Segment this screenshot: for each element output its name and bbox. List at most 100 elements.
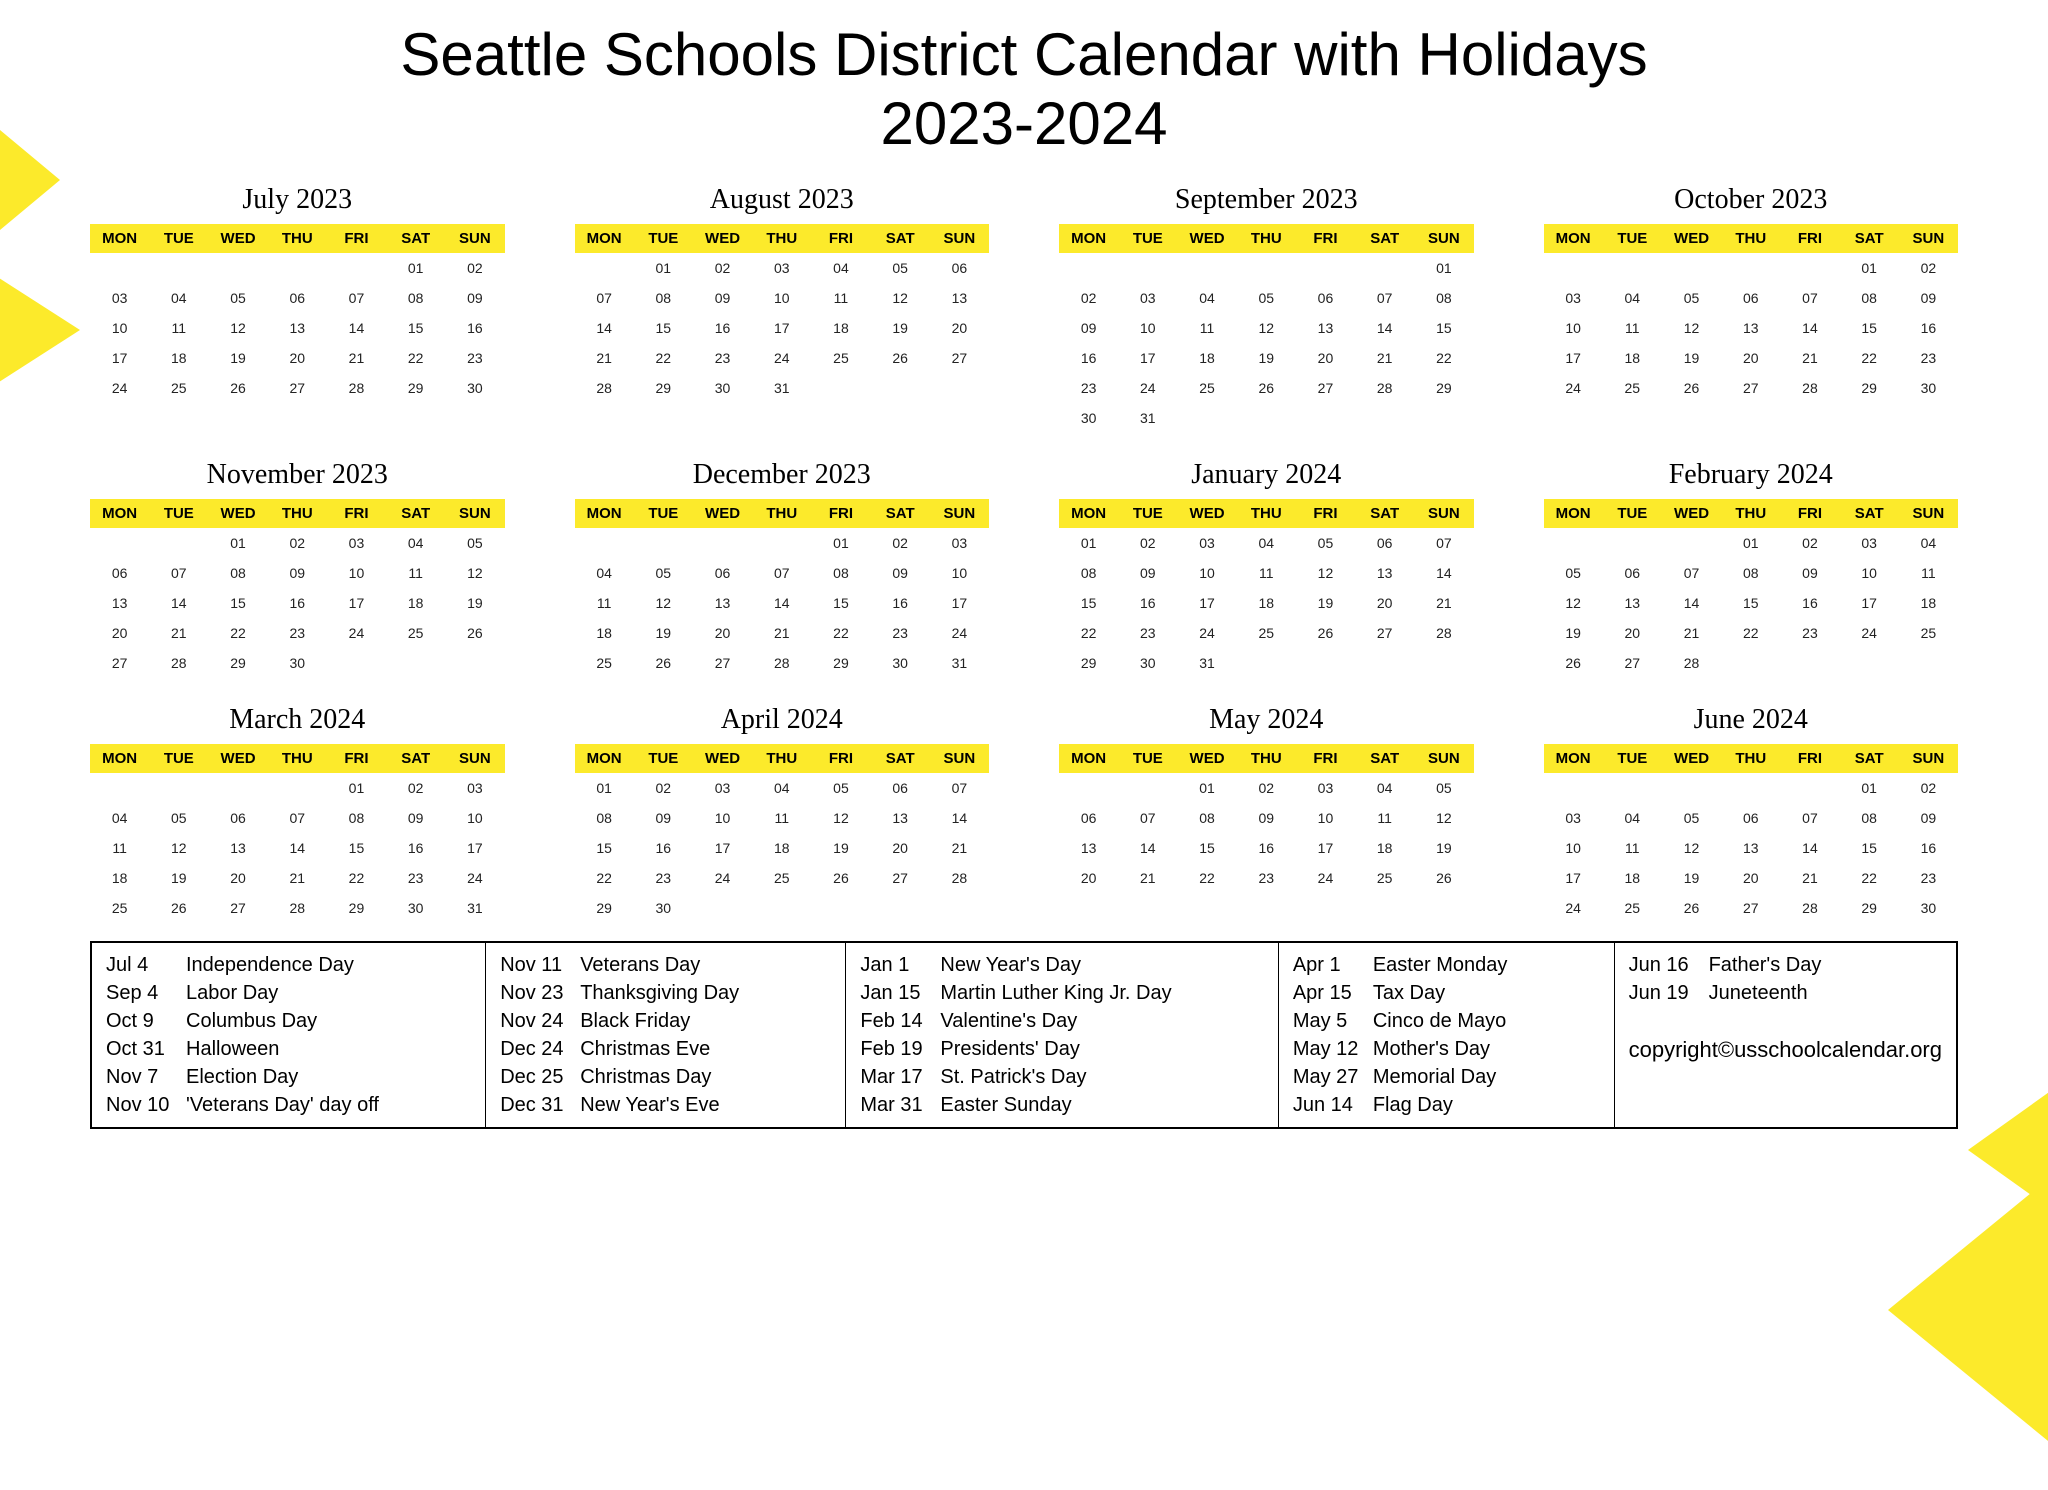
day-row: 20212223242526 xyxy=(1059,863,1474,893)
day-row: 18192021222324 xyxy=(575,618,990,648)
day-cell: 14 xyxy=(1662,588,1721,618)
day-cell xyxy=(811,893,870,923)
day-cell: 15 xyxy=(386,313,445,343)
weekday-label: WED xyxy=(1177,224,1236,253)
day-cell xyxy=(1603,773,1662,803)
weekday-label: TUE xyxy=(1118,224,1177,253)
day-row: 25262728293031 xyxy=(575,648,990,678)
day-row: 16171819202122 xyxy=(1059,343,1474,373)
weekday-label: WED xyxy=(1662,224,1721,253)
day-cell: 07 xyxy=(1355,283,1414,313)
day-cell xyxy=(1780,648,1839,678)
day-cell xyxy=(752,528,811,558)
month-block: April 2024MONTUEWEDTHUFRISATSUN010203040… xyxy=(575,698,990,923)
month-title: August 2023 xyxy=(575,178,990,216)
day-cell: 13 xyxy=(1296,313,1355,343)
weekday-label: WED xyxy=(693,744,752,773)
day-cell xyxy=(327,648,386,678)
day-cell: 30 xyxy=(445,373,504,403)
day-cell: 04 xyxy=(575,558,634,588)
holiday-row: Feb 19Presidents' Day xyxy=(860,1035,1263,1063)
day-cell: 08 xyxy=(386,283,445,313)
holiday-name: Martin Luther King Jr. Day xyxy=(940,979,1171,1007)
day-cell xyxy=(1899,648,1958,678)
day-row: 15161718192021 xyxy=(575,833,990,863)
day-cell: 22 xyxy=(1177,863,1236,893)
day-cell: 19 xyxy=(445,588,504,618)
day-cell: 05 xyxy=(1544,558,1603,588)
day-cell: 06 xyxy=(1721,283,1780,313)
holiday-column: Jul 4Independence DaySep 4Labor DayOct 9… xyxy=(92,943,486,1127)
day-cell xyxy=(208,253,267,283)
day-cell: 22 xyxy=(1840,863,1899,893)
day-cell: 31 xyxy=(445,893,504,923)
weekday-label: TUE xyxy=(634,744,693,773)
day-cell xyxy=(871,373,930,403)
day-cell: 06 xyxy=(1355,528,1414,558)
day-cell: 04 xyxy=(1237,528,1296,558)
day-cell: 16 xyxy=(1899,313,1958,343)
month-block: December 2023MONTUEWEDTHUFRISATSUN010203… xyxy=(575,453,990,678)
month-block: March 2024MONTUEWEDTHUFRISATSUN010203040… xyxy=(90,698,505,923)
day-cell xyxy=(90,773,149,803)
day-cell: 20 xyxy=(90,618,149,648)
day-cell: 20 xyxy=(1721,343,1780,373)
holiday-column: Jun 16Father's DayJun 19Juneteenthcopyri… xyxy=(1615,943,1956,1127)
day-row: 09101112131415 xyxy=(1059,313,1474,343)
day-cell: 09 xyxy=(1899,803,1958,833)
day-cell: 02 xyxy=(1780,528,1839,558)
day-cell xyxy=(1721,648,1780,678)
holiday-date: Nov 23 xyxy=(500,979,566,1007)
day-cell: 22 xyxy=(1414,343,1473,373)
day-cell: 28 xyxy=(268,893,327,923)
day-cell: 24 xyxy=(1296,863,1355,893)
day-cell: 16 xyxy=(693,313,752,343)
day-row: 0102 xyxy=(1544,773,1959,803)
weekday-label: FRI xyxy=(327,744,386,773)
day-cell: 05 xyxy=(1662,283,1721,313)
day-cell: 26 xyxy=(149,893,208,923)
day-cell: 20 xyxy=(1603,618,1662,648)
weekday-label: WED xyxy=(208,744,267,773)
holiday-name: Cinco de Mayo xyxy=(1373,1007,1506,1035)
holiday-name: Independence Day xyxy=(186,951,354,979)
title-line-2: 2023-2024 xyxy=(881,90,1168,157)
day-cell: 23 xyxy=(1899,343,1958,373)
day-cell xyxy=(1296,253,1355,283)
day-cell: 04 xyxy=(90,803,149,833)
day-cell: 29 xyxy=(1059,648,1118,678)
day-row: 08091011121314 xyxy=(1059,558,1474,588)
holiday-date: May 12 xyxy=(1293,1035,1359,1063)
page-title: Seattle Schools District Calendar with H… xyxy=(90,20,1958,158)
holiday-name: Christmas Eve xyxy=(580,1035,710,1063)
day-cell: 09 xyxy=(693,283,752,313)
day-cell: 02 xyxy=(1237,773,1296,803)
weekday-label: TUE xyxy=(1118,744,1177,773)
day-cell: 23 xyxy=(445,343,504,373)
day-cell: 09 xyxy=(871,558,930,588)
day-cell xyxy=(693,528,752,558)
holiday-date: Apr 15 xyxy=(1293,979,1359,1007)
day-cell: 06 xyxy=(930,253,989,283)
weekday-header-row: MONTUEWEDTHUFRISATSUN xyxy=(575,744,990,773)
month-block: November 2023MONTUEWEDTHUFRISATSUN010203… xyxy=(90,453,505,678)
day-cell: 28 xyxy=(1780,893,1839,923)
day-cell: 31 xyxy=(930,648,989,678)
day-cell: 24 xyxy=(752,343,811,373)
month-block: September 2023MONTUEWEDTHUFRISATSUN01020… xyxy=(1059,178,1474,433)
holiday-date: Nov 11 xyxy=(500,951,566,979)
day-cell: 13 xyxy=(90,588,149,618)
day-cell: 05 xyxy=(149,803,208,833)
day-cell xyxy=(930,893,989,923)
day-cell: 02 xyxy=(268,528,327,558)
day-cell: 21 xyxy=(1414,588,1473,618)
day-cell: 18 xyxy=(386,588,445,618)
day-cell xyxy=(1355,253,1414,283)
weekday-label: MON xyxy=(575,499,634,528)
weekday-header-row: MONTUEWEDTHUFRISATSUN xyxy=(575,224,990,253)
day-cell: 26 xyxy=(445,618,504,648)
month-block: August 2023MONTUEWEDTHUFRISATSUN01020304… xyxy=(575,178,990,433)
day-cell: 18 xyxy=(1899,588,1958,618)
day-row: 01020304050607 xyxy=(575,773,990,803)
day-cell: 11 xyxy=(1899,558,1958,588)
